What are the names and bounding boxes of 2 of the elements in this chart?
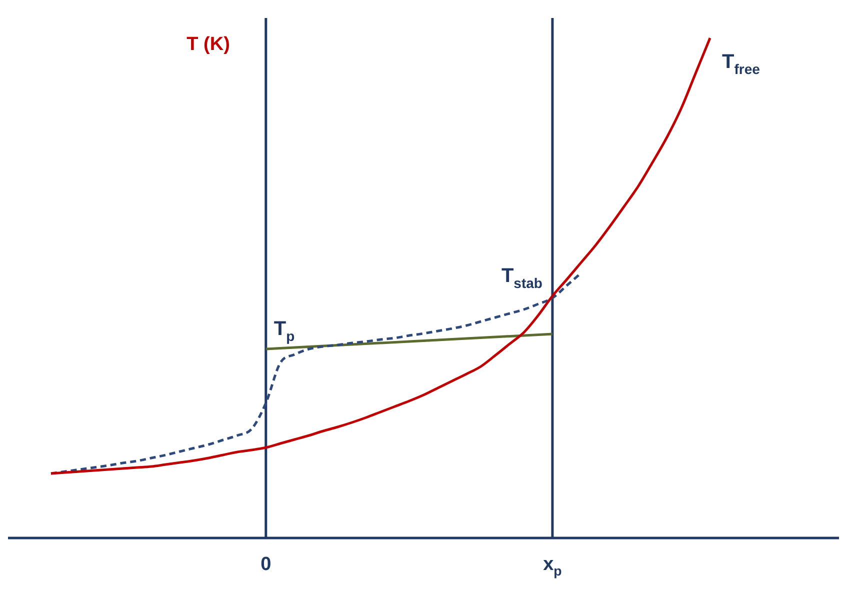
- x-tick-label: 0: [260, 554, 272, 575]
- y-axis-title: T (K): [186, 34, 230, 55]
